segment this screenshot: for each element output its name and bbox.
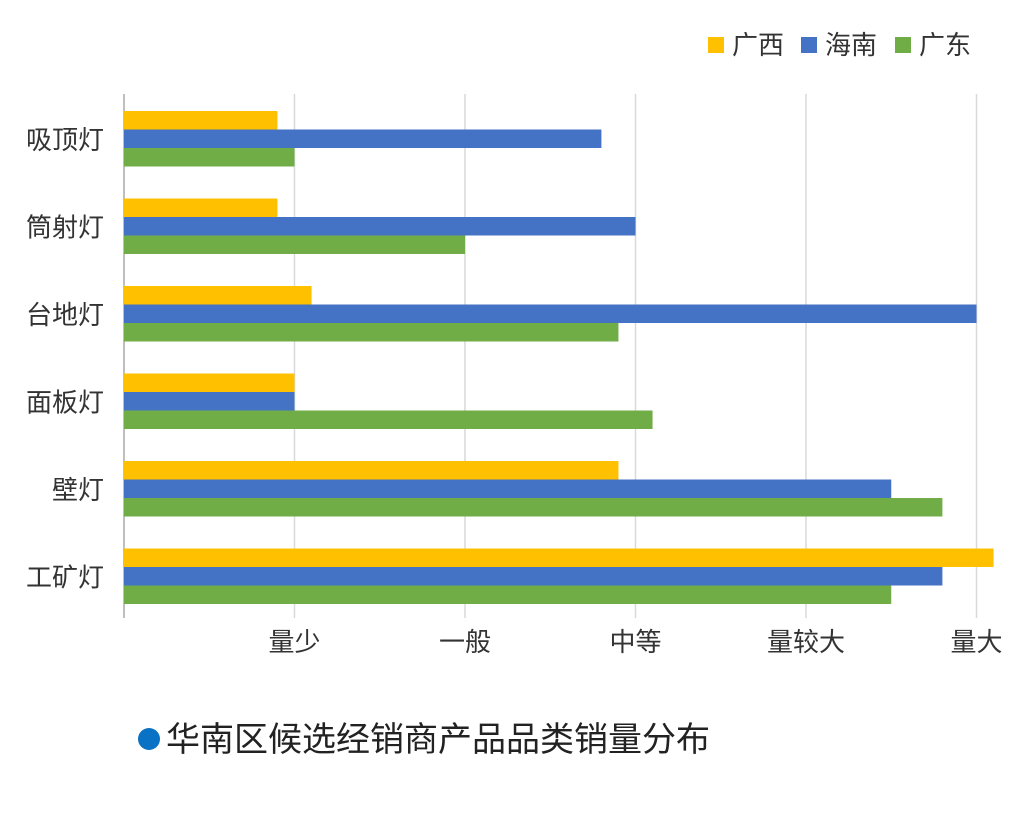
bar-海南-工矿灯 [124,567,943,586]
bar-广东-台地灯 [124,323,619,342]
chart-caption: 华南区候选经销商产品品类销量分布 [138,712,710,761]
legend-swatch [708,37,724,53]
bar-广东-工矿灯 [124,585,892,604]
bar-广西-台地灯 [124,286,312,305]
x-tick-label: 量较大 [767,628,845,658]
bar-海南-面板灯 [124,392,295,411]
bar-海南-筒射灯 [124,217,636,236]
bar-广西-面板灯 [124,373,295,392]
category-label: 工矿灯 [26,563,104,593]
legend-label: 海南 [825,31,877,61]
bar-海南-吸顶灯 [124,129,602,148]
bar-广西-筒射灯 [124,198,278,217]
legend-swatch [895,37,911,53]
category-label: 面板灯 [26,388,104,418]
category-label: 壁灯 [52,476,104,506]
legend-label: 广西 [732,31,784,61]
x-tick-label: 量大 [950,628,1002,658]
category-label: 吸顶灯 [26,126,104,156]
caption-bullet-icon [138,727,160,750]
bar-广西-吸顶灯 [124,111,278,130]
legend-swatch [801,37,817,53]
legend-label: 广东 [919,31,971,61]
category-label: 台地灯 [26,301,104,331]
x-tick-label: 中等 [609,628,661,658]
x-tick-label: 一般 [439,628,491,658]
category-label: 筒射灯 [26,213,104,243]
bar-海南-壁灯 [124,479,892,498]
bar-广西-工矿灯 [124,548,994,567]
bar-广东-面板灯 [124,410,653,429]
bar-广东-壁灯 [124,498,943,517]
bar-广西-壁灯 [124,461,619,480]
bar-海南-台地灯 [124,304,977,323]
caption-text: 华南区候选经销商产品品类销量分布 [166,720,710,760]
x-tick-label: 量少 [268,628,320,658]
bar-广东-吸顶灯 [124,148,295,167]
bar-广东-筒射灯 [124,235,465,254]
